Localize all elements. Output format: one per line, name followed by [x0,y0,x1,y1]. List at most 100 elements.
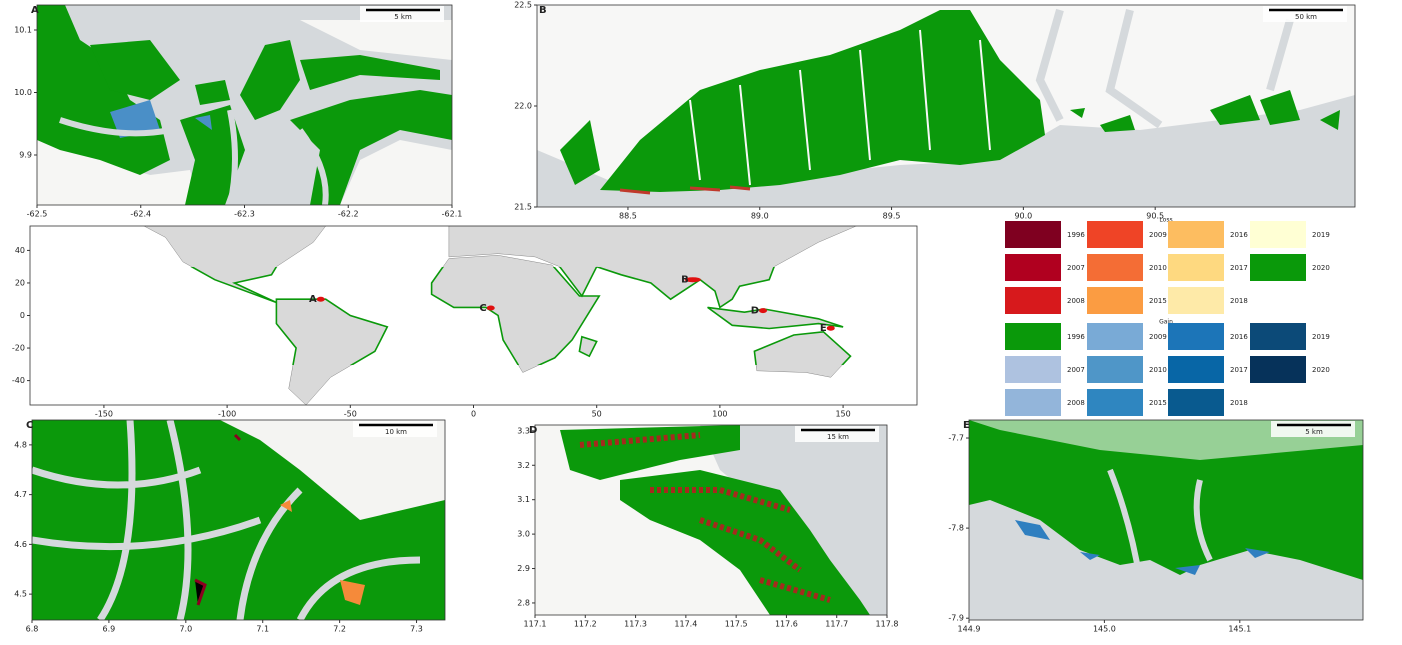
legend-year: 2020 [1312,366,1330,374]
y-tick-label: -40 [12,376,25,385]
legend-swatch [1087,323,1143,350]
x-tick-label: 89.0 [751,212,769,221]
legend-swatch [1005,356,1061,383]
legend-year: 2019 [1312,231,1330,239]
map-a [37,5,452,205]
mangrove-coast [578,335,598,358]
x-tick-label: 90.5 [1146,212,1164,221]
legend-swatch [1168,287,1224,314]
mangrove-coast [558,267,776,309]
site-marker [826,325,835,331]
legend-title: Loss [1159,217,1172,224]
legend-year: 2017 [1230,264,1248,272]
panel-label: E [963,420,970,431]
y-tick-label: -7.9 [948,614,964,623]
legend-year: 2010 [1149,366,1167,374]
y-tick-label: 22.5 [514,1,532,10]
legend-swatch [1005,323,1061,350]
x-tick-label: -100 [218,410,236,419]
x-tick-label: 117.3 [624,620,647,629]
legend-swatch [1168,323,1224,350]
y-tick-label: 2.9 [517,564,530,573]
legend-year: 2015 [1149,297,1167,305]
y-tick-label: 10.1 [14,26,32,35]
legend-year: 2008 [1067,297,1085,305]
legend-swatch [1168,389,1224,416]
legend-title: Gain [1159,319,1173,326]
x-tick-label: 89.5 [883,212,901,221]
legend-year: 2017 [1230,366,1248,374]
legend-swatch [1250,323,1306,350]
panel-frame [968,419,1364,621]
x-tick-label: 90.0 [1014,212,1032,221]
scale-bar-label: 10 km [385,428,407,436]
site-label: D [751,306,759,317]
y-tick-label: 3.2 [517,461,530,470]
legend-year: 2016 [1230,231,1248,239]
scale-bar-label: 50 km [1295,13,1317,21]
x-tick-label: 7.3 [410,625,423,634]
mangrove-coast [707,306,844,330]
legend: Loss 1996 2007 2008 2009 2010 2015 2016 2017 2018… [1005,217,1330,416]
y-tick-label: -7.7 [948,434,964,443]
y-tick-label: 3.0 [517,530,530,539]
panel-label: B [539,5,547,16]
legend-year: 2018 [1230,399,1248,407]
y-tick-label: 4.6 [14,540,27,549]
legend-swatch [1087,389,1143,416]
legend-year: 2010 [1149,264,1167,272]
legend-year: 2015 [1149,399,1167,407]
legend-swatch [1087,254,1143,281]
x-tick-label: 150 [835,410,850,419]
y-tick-label: 0 [20,311,25,320]
scale-bar-label: 5 km [1305,428,1323,436]
x-tick-label: 144.9 [958,625,981,634]
panel-label: C [26,420,33,431]
map-c [32,420,445,620]
y-tick-label: -7.8 [948,524,964,533]
y-tick-label: 20 [15,278,25,287]
legend-swatch [1087,287,1143,314]
x-tick-label: -50 [344,410,357,419]
x-tick-label: 117.5 [725,620,748,629]
y-tick-label: 10.0 [14,88,32,97]
legend-swatch [1005,287,1061,314]
y-tick-label: 3.3 [517,426,530,435]
legend-year: 2007 [1067,366,1085,374]
x-tick-label: 117.8 [876,620,899,629]
legend-swatch [1005,389,1061,416]
site-marker [684,277,701,283]
world-map [30,226,917,405]
y-tick-label: 9.9 [19,151,32,160]
x-tick-label: -62.5 [27,210,48,219]
legend-year: 2009 [1149,231,1167,239]
legend-swatch [1168,221,1224,248]
y-tick-label: 4.8 [14,440,27,449]
y-tick-label: 3.1 [517,495,530,504]
x-tick-label: 117.2 [574,620,597,629]
map-e [969,420,1363,620]
site-label: C [479,303,486,314]
mangrove-coast [753,330,852,365]
site-label: A [309,294,317,305]
site-marker [759,308,768,314]
y-tick-label: 2.8 [517,598,530,607]
legend-year: 1996 [1067,231,1085,239]
x-tick-label: 117.4 [674,620,697,629]
map-b [537,5,1355,207]
mangrove-coast [275,298,389,365]
y-tick-label: 4.7 [14,490,27,499]
x-tick-label: 0 [471,410,476,419]
site-label: B [681,275,689,286]
legend-year: 2020 [1312,264,1330,272]
x-tick-label: 117.7 [825,620,848,629]
legend-swatch [1168,254,1224,281]
panel-frame [534,424,888,616]
x-tick-label: 100 [712,410,727,419]
x-tick-label: 145.0 [1093,625,1116,634]
legend-year: 2019 [1312,333,1330,341]
x-tick-label: 7.2 [333,625,346,634]
legend-year: 2007 [1067,264,1085,272]
